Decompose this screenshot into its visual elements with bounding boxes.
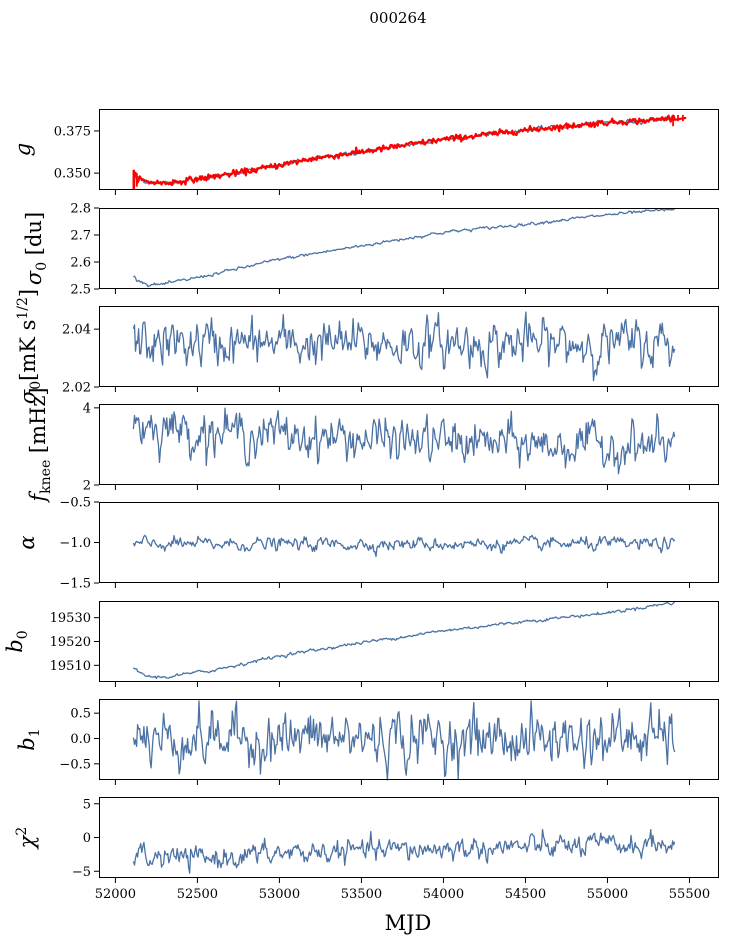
y-axis-label: σ0 [du] <box>22 212 50 285</box>
series-line <box>132 700 676 781</box>
y-tick-label: 2.6 <box>70 256 91 271</box>
series-line <box>132 311 676 382</box>
calibration-trace <box>132 114 687 187</box>
y-axis-label: fknee [mHz] <box>26 387 54 503</box>
y-axis-label: α <box>15 535 39 549</box>
y-tick-label: 2.8 <box>70 202 91 217</box>
x-tick-label: 53000 <box>259 887 300 902</box>
panel-2: 2.5 2.6 2.7 2.8 σ0 [du] <box>22 202 719 298</box>
x-tick-label: 52500 <box>177 887 218 902</box>
y-tick-label: −0.5 <box>59 757 91 772</box>
x-tick-label: 52000 <box>95 887 136 902</box>
y-tick-label: 0 <box>83 831 91 846</box>
x-tick-label: 54500 <box>505 887 546 902</box>
axes-frame <box>99 306 719 387</box>
y-tick-label: 0.5 <box>70 707 91 722</box>
y-tick-label: 19530 <box>50 611 91 626</box>
x-tick-label: 53500 <box>341 887 382 902</box>
y-tick-label: −1.5 <box>59 577 91 592</box>
y-tick-label: 2.7 <box>70 229 91 244</box>
y-tick-label: 0.375 <box>54 124 91 139</box>
axes-frame <box>99 601 719 682</box>
x-tick-label: 55000 <box>587 887 628 902</box>
y-tick-label: 2 <box>83 479 91 494</box>
y-tick-label: 0.350 <box>54 167 91 182</box>
series-line <box>132 407 676 475</box>
x-tick-label: 54000 <box>423 887 464 902</box>
y-tick-label: −1.0 <box>59 536 91 551</box>
y-axis-label: σ0[mK s1/2] <box>15 289 44 404</box>
y-tick-label: 2.02 <box>62 381 91 396</box>
panel-1: 0.350 0.375 g <box>11 109 719 195</box>
y-tick-label: 19510 <box>50 659 91 674</box>
y-tick-label: 19520 <box>50 635 91 650</box>
axes-frame <box>99 797 719 878</box>
y-axis-label: χ2 <box>14 827 39 851</box>
y-axis-label: b0 <box>3 630 31 652</box>
x-tick-label: 55500 <box>669 887 710 902</box>
y-tick-label: 4 <box>83 401 91 416</box>
y-tick-label: −5 <box>72 865 91 880</box>
panel-6: 19510 19520 19530 b0 <box>3 601 719 687</box>
y-tick-label: 2.04 <box>62 323 91 338</box>
figure-title: 000264 <box>369 9 426 27</box>
panel-3: 2.02 2.04 σ0[mK s1/2] <box>15 289 719 404</box>
series-line <box>132 601 676 680</box>
panel-4: 2 4 fknee [mHz] <box>26 387 719 504</box>
panel-7: −0.5 0.0 0.5 b1 <box>15 699 719 785</box>
y-tick-label: 0.0 <box>70 732 91 747</box>
x-axis-label: MJD <box>385 911 432 935</box>
y-tick-label: −0.5 <box>59 496 91 511</box>
axes-frame <box>99 699 719 780</box>
axes-frame <box>99 404 719 485</box>
y-tick-label: 2.5 <box>70 283 91 298</box>
series-line <box>132 828 676 874</box>
series-line <box>133 208 675 288</box>
axes-frame <box>99 208 719 289</box>
y-axis-label: b1 <box>15 728 43 750</box>
panel-8: −5 0 5 52000 52500 53000 53500 54000 54500 55000 5… <box>14 797 719 902</box>
y-tick-label: 5 <box>83 797 91 812</box>
y-axis-label: g <box>11 143 35 156</box>
panel-5: −1.5 −1.0 −0.5 α <box>15 496 719 592</box>
axes-frame <box>99 502 719 583</box>
axes-frame <box>99 109 719 190</box>
series-line <box>132 534 676 558</box>
panels: 0.350 0.375 g 2.5 2.6 2.7 2.8 σ0 [du] 2.02 2.04 σ0… <box>3 109 719 902</box>
